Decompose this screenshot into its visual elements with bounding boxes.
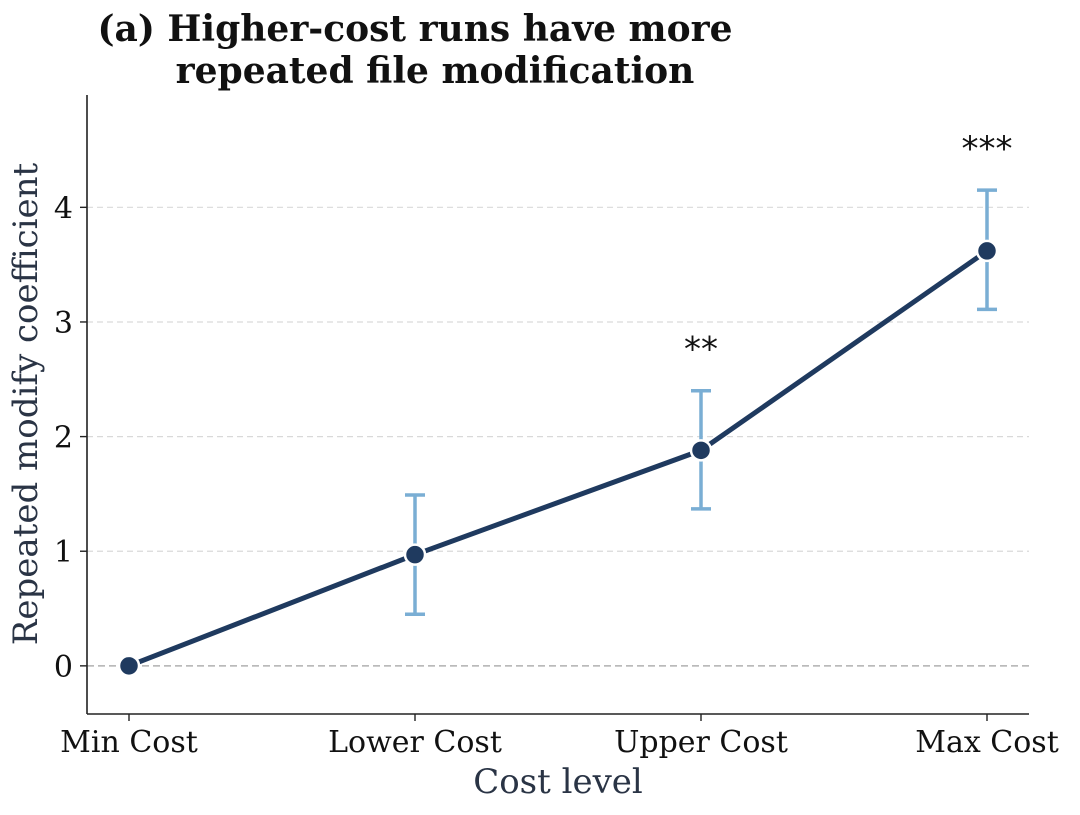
x-tick-label-0: Min Cost [60,725,198,760]
y-tick-label-2: 2 [54,421,73,456]
y-tick-label-3: 3 [54,306,73,341]
chart-title-line-2: repeated file modification [176,50,695,92]
y-axis-label: Repeated modify coefficient [6,162,46,645]
tick-labels: 0 1 2 3 4 Min Cost Lower Cost Upper Cost Max Cos… [54,191,1059,760]
significance-label-2: ** [684,330,718,370]
x-tick-label-2: Upper Cost [614,725,788,760]
y-tick-label-0: 0 [54,650,73,685]
data-point-3 [975,239,999,263]
data-point-1 [403,543,427,566]
chart-title-line-1: (a) Higher-cost runs have more [97,8,732,50]
data-point-2 [689,439,713,462]
chart-title: (a) Higher-cost runs have more repeated … [97,8,732,92]
x-axis-label: Cost level [473,762,643,802]
y-tick-label-1: 1 [54,535,73,570]
series-line [128,248,989,669]
y-tick-label-4: 4 [54,191,73,226]
data-point-0 [117,654,141,678]
significance-label-3: *** [962,129,1013,169]
x-tick-label-3: Max Cost [915,725,1059,760]
axes [80,95,1029,721]
gridlines [87,206,1029,667]
x-tick-label-1: Lower Cost [328,725,502,760]
series: ***** [117,129,1013,678]
